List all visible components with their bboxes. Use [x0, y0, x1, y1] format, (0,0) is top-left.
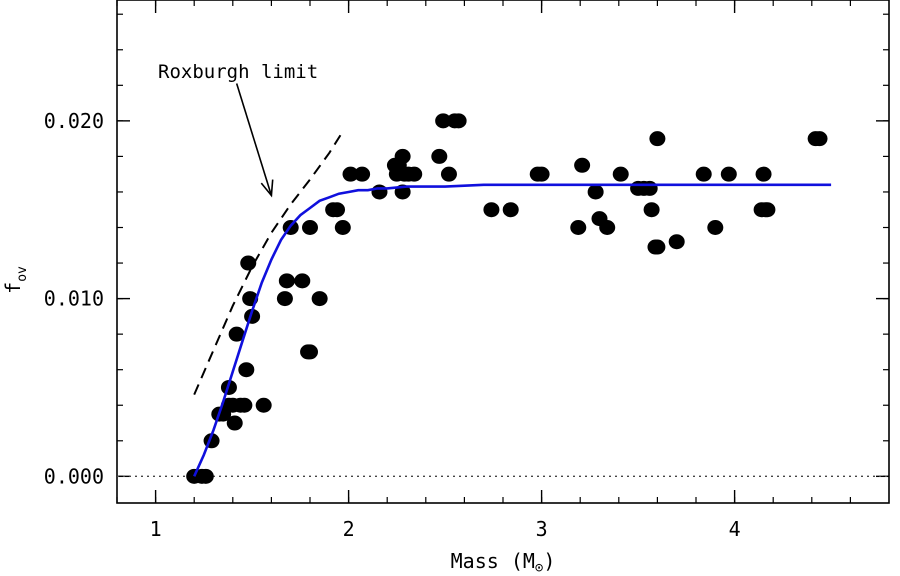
data-point	[435, 113, 452, 129]
y-tick-labels: 0.000 0.010 0.020	[44, 109, 104, 488]
data-point	[695, 166, 712, 182]
data-point	[502, 202, 519, 218]
data-point	[197, 468, 214, 484]
data-point	[311, 291, 328, 307]
y-axis-title-text: f	[1, 282, 25, 294]
data-point	[440, 166, 457, 182]
data-point	[641, 180, 658, 196]
data-point	[483, 202, 500, 218]
data-point	[238, 362, 255, 378]
solar-symbol: ⊙	[535, 560, 544, 576]
x-tick-labels: 1 2 3 4	[150, 517, 741, 541]
data-point	[599, 220, 616, 236]
data-point	[240, 255, 257, 271]
data-point	[302, 344, 318, 360]
data-point	[342, 166, 359, 182]
data-point	[570, 220, 587, 236]
data-point	[450, 113, 467, 129]
annotation-roxburgh-limit: Roxburgh limit	[158, 61, 318, 83]
data-point	[278, 273, 295, 289]
annotation-arrowhead	[260, 179, 274, 198]
data-point	[755, 166, 772, 182]
data-point	[643, 202, 660, 218]
major-ticks	[117, 0, 889, 503]
data-point	[236, 397, 253, 413]
data-point	[707, 220, 724, 236]
fit-curve	[193, 183, 832, 477]
data-points	[186, 113, 828, 484]
x-axis-title-close: )	[543, 549, 555, 573]
data-point	[302, 220, 318, 236]
data-point	[371, 184, 388, 200]
x-tick-label: 1	[150, 517, 162, 541]
y-tick-label: 0.020	[44, 109, 104, 133]
data-point	[354, 166, 371, 182]
data-point	[228, 326, 245, 342]
data-point	[255, 397, 272, 413]
y-tick-label: 0.000	[44, 464, 104, 488]
data-point	[431, 148, 448, 164]
data-point	[759, 202, 776, 218]
data-point	[668, 234, 685, 250]
data-point	[720, 166, 737, 182]
y-axis-title: fov	[1, 266, 30, 294]
roxburgh-limit-curve	[193, 130, 344, 395]
data-point	[276, 291, 293, 307]
x-tick-label: 4	[729, 517, 741, 541]
data-point	[294, 273, 311, 289]
data-point	[329, 202, 346, 218]
x-axis-title: Mass (M⊙)	[451, 549, 556, 576]
x-tick-label: 3	[536, 517, 548, 541]
x-axis-title-text: Mass (M	[451, 549, 535, 573]
data-point	[649, 131, 666, 147]
data-point	[574, 157, 591, 173]
data-point	[649, 239, 666, 255]
data-point	[811, 131, 828, 147]
y-tick-label: 0.010	[44, 287, 104, 311]
data-point	[533, 166, 550, 182]
data-point	[394, 148, 411, 164]
data-point	[334, 220, 351, 236]
data-point	[226, 415, 243, 431]
data-point	[587, 184, 604, 200]
x-tick-label: 2	[343, 517, 355, 541]
data-point	[406, 166, 423, 182]
data-point	[612, 166, 629, 182]
y-axis-title-subscript: ov	[15, 266, 30, 282]
annotation-arrow	[235, 83, 273, 196]
